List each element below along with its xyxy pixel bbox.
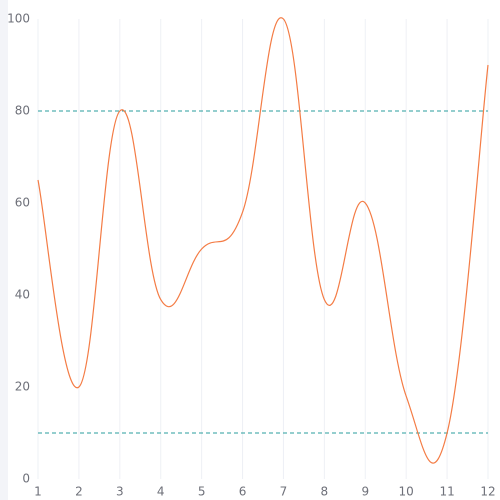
y-tick-label: 80 [15, 104, 30, 118]
x-tick-label: 11 [439, 485, 454, 499]
x-tick-label: 10 [399, 485, 414, 499]
y-tick-label: 40 [15, 288, 30, 302]
x-tick-label: 2 [75, 485, 83, 499]
x-tick-label: 9 [361, 485, 369, 499]
x-tick-label: 6 [239, 485, 247, 499]
x-tick-label: 1 [34, 485, 42, 499]
y-tick-label: 60 [15, 196, 30, 210]
x-tick-label: 3 [116, 485, 124, 499]
x-tick-label: 5 [198, 485, 206, 499]
x-tick-label: 7 [280, 485, 288, 499]
x-tick-label: 8 [321, 485, 329, 499]
y-tick-label: 100 [7, 12, 30, 26]
side-strip [0, 0, 8, 500]
x-tick-label: 12 [480, 485, 495, 499]
y-tick-label: 20 [15, 380, 30, 394]
data-line [37, 17, 489, 464]
x-tick-label: 4 [157, 485, 165, 499]
y-tick-label: 0 [22, 472, 30, 486]
